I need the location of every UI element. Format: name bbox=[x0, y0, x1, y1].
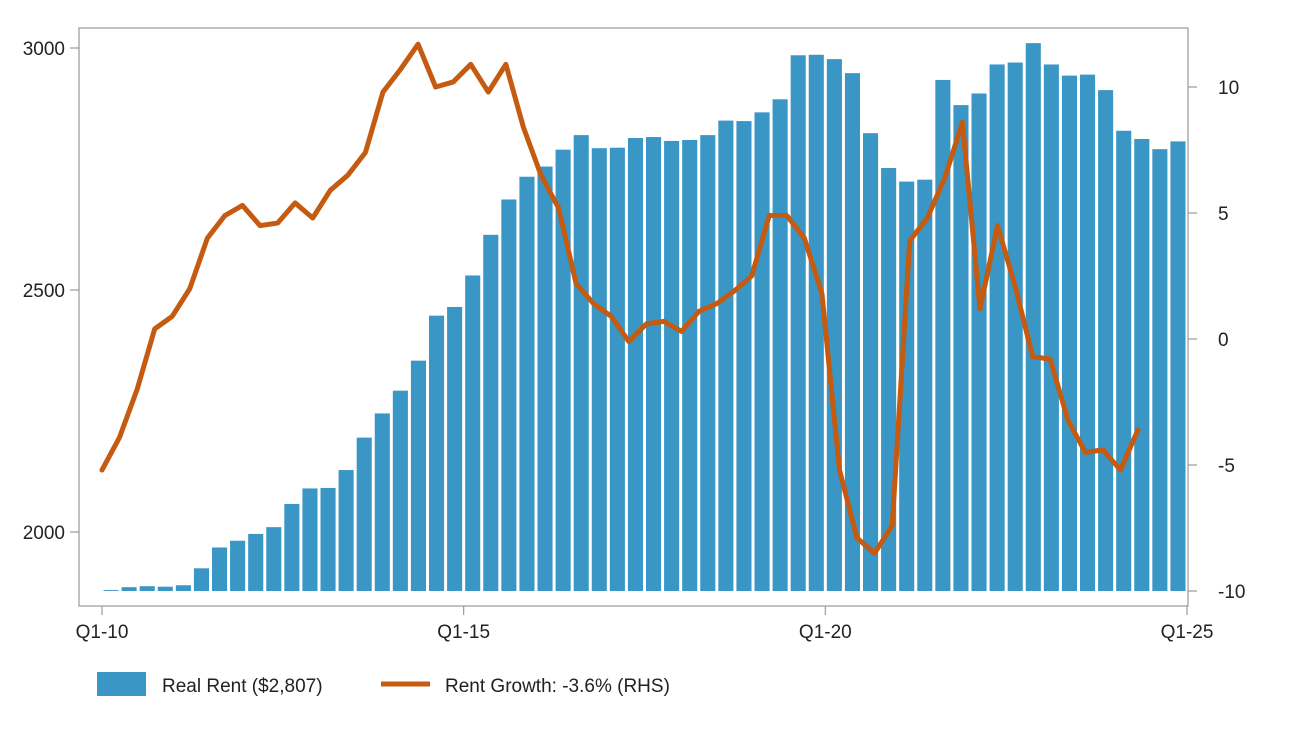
bar-q2-20 bbox=[844, 73, 860, 592]
bar-q3-21 bbox=[935, 79, 951, 591]
bar-q3-18 bbox=[718, 120, 734, 591]
bar-q3-22 bbox=[1007, 62, 1023, 591]
bar-q1-24 bbox=[1116, 130, 1132, 591]
bar-q4-24 bbox=[1170, 141, 1186, 591]
y-left-tick-label-2500: 2500 bbox=[23, 281, 65, 302]
bar-q1-18 bbox=[682, 139, 698, 591]
bar-q2-15 bbox=[483, 234, 499, 591]
x-tick-label-q1-20: Q1-20 bbox=[799, 622, 852, 643]
bar-q2-22 bbox=[989, 64, 1005, 591]
bar-q4-17 bbox=[664, 140, 680, 591]
bar-q3-10 bbox=[139, 586, 155, 591]
bar-q2-18 bbox=[700, 135, 716, 591]
bar-q4-14 bbox=[447, 306, 463, 591]
bar-q4-16 bbox=[591, 148, 607, 591]
bar-q1-19 bbox=[754, 112, 770, 592]
y-left-tick-label-2000: 2000 bbox=[23, 523, 65, 544]
bar-q2-23 bbox=[1061, 75, 1077, 592]
line-layer bbox=[99, 41, 1141, 556]
bar-q4-13 bbox=[374, 413, 390, 591]
legend-swatch-rent bbox=[97, 672, 146, 696]
bar-q2-19 bbox=[772, 99, 788, 592]
axes-layer: 2000 2500 3000 -10 -5 0 5 10 Q1-10 Q1-15 Q1-20 Q1-2… bbox=[23, 39, 1246, 643]
bar-q4-12 bbox=[302, 488, 318, 591]
bar-q4-18 bbox=[736, 121, 752, 591]
plot-frame bbox=[78, 27, 1189, 607]
bar-q1-11 bbox=[175, 585, 191, 591]
bar-q2-17 bbox=[627, 138, 643, 591]
bar-q3-20 bbox=[863, 133, 879, 591]
bar-q4-19 bbox=[808, 54, 824, 591]
bar-q3-19 bbox=[790, 55, 806, 591]
bars-layer bbox=[103, 43, 1186, 592]
bar-q2-16 bbox=[555, 149, 571, 591]
legend: Real Rent ($2,807) Rent Growth: -3.6% (R… bbox=[97, 672, 670, 697]
bar-q3-23 bbox=[1080, 74, 1096, 592]
bar-q3-24 bbox=[1152, 149, 1168, 591]
bar-q4-10 bbox=[157, 586, 173, 591]
bar-q3-15 bbox=[501, 199, 517, 592]
y-left-tick-label-3000: 3000 bbox=[23, 39, 65, 60]
legend-label-growth: Rent Growth: -3.6% (RHS) bbox=[445, 676, 670, 697]
bar-q4-15 bbox=[519, 176, 535, 592]
bar-q3-14 bbox=[429, 315, 445, 591]
bar-q2-12 bbox=[266, 527, 282, 591]
bar-q1-21 bbox=[899, 181, 915, 591]
rent-growth-line bbox=[99, 41, 1141, 556]
bar-q3-12 bbox=[284, 503, 300, 591]
bar-q2-11 bbox=[193, 568, 209, 591]
bar-q4-21 bbox=[953, 105, 969, 592]
bar-q3-16 bbox=[573, 135, 589, 591]
bar-q4-11 bbox=[230, 540, 246, 591]
bar-q1-22 bbox=[971, 93, 987, 591]
bar-q1-16 bbox=[537, 166, 553, 591]
bar-q1-14 bbox=[392, 390, 408, 591]
y-right-tick-label-5: 5 bbox=[1218, 204, 1229, 225]
y-right-tick-label-10: 10 bbox=[1218, 78, 1239, 99]
y-right-tick-label-0: 0 bbox=[1218, 330, 1229, 351]
bar-q2-10 bbox=[121, 587, 137, 591]
y-right-tick-label--5: -5 bbox=[1218, 456, 1235, 477]
bar-q1-20 bbox=[826, 59, 842, 591]
legend-label-rent: Real Rent ($2,807) bbox=[162, 676, 323, 697]
bar-q1-15 bbox=[465, 275, 481, 591]
x-tick-label-q1-10: Q1-10 bbox=[76, 622, 129, 643]
x-tick-label-q1-25: Q1-25 bbox=[1161, 622, 1214, 643]
bar-q1-10 bbox=[103, 590, 119, 591]
bar-q2-24 bbox=[1134, 138, 1150, 592]
bar-q1-17 bbox=[609, 147, 625, 591]
bar-q3-17 bbox=[646, 137, 662, 591]
x-tick-label-q1-15: Q1-15 bbox=[437, 622, 490, 643]
bar-q3-13 bbox=[356, 437, 372, 591]
bar-q1-13 bbox=[320, 487, 336, 591]
bar-q1-23 bbox=[1043, 64, 1059, 591]
bar-q4-23 bbox=[1098, 90, 1114, 592]
bar-q2-21 bbox=[917, 179, 933, 591]
bar-q4-22 bbox=[1025, 43, 1041, 592]
bar-q1-12 bbox=[248, 533, 264, 591]
bar-q2-13 bbox=[338, 470, 354, 591]
bar-q3-11 bbox=[212, 547, 228, 591]
y-right-tick-label--10: -10 bbox=[1218, 582, 1245, 603]
bar-q2-14 bbox=[410, 360, 426, 591]
